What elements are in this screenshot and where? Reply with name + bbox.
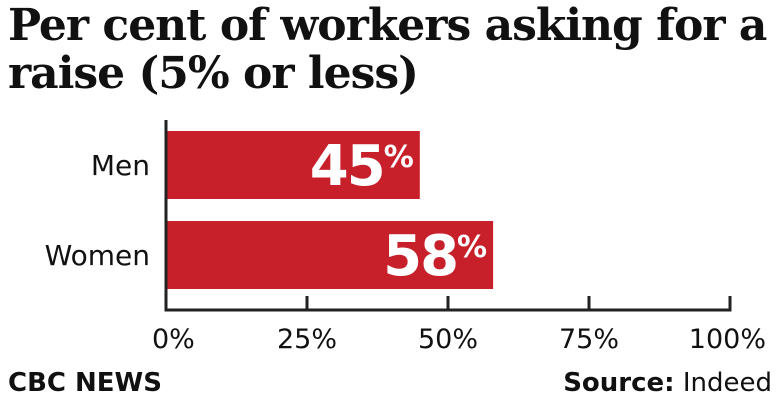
- bars-layer: Men 45% Women 58%: [45, 131, 494, 289]
- category-label-men: Men: [91, 149, 150, 182]
- value-label-men: 45%: [310, 134, 414, 199]
- category-label-women: Women: [45, 239, 150, 272]
- chart-title: Per cent of workers asking for a raise (…: [8, 0, 767, 99]
- source-label: Source:: [563, 368, 675, 398]
- x-tick-label-100: 100%: [689, 324, 766, 355]
- x-tick-label-0: 0%: [152, 324, 195, 355]
- bar-men: [166, 131, 420, 199]
- source-credit: Source: Indeed: [563, 366, 772, 400]
- brand-logo-text: CBC NEWS: [8, 368, 162, 398]
- source-value: Indeed: [682, 368, 772, 398]
- x-tick-label-25: 25%: [277, 324, 337, 355]
- x-tick-label-75: 75%: [559, 324, 619, 355]
- value-label-women: 58%: [383, 224, 487, 289]
- x-tick-label-50: 50%: [418, 324, 478, 355]
- bar-women: [166, 221, 494, 289]
- x-axis: 0% 25% 50% 75% 100%: [152, 120, 766, 355]
